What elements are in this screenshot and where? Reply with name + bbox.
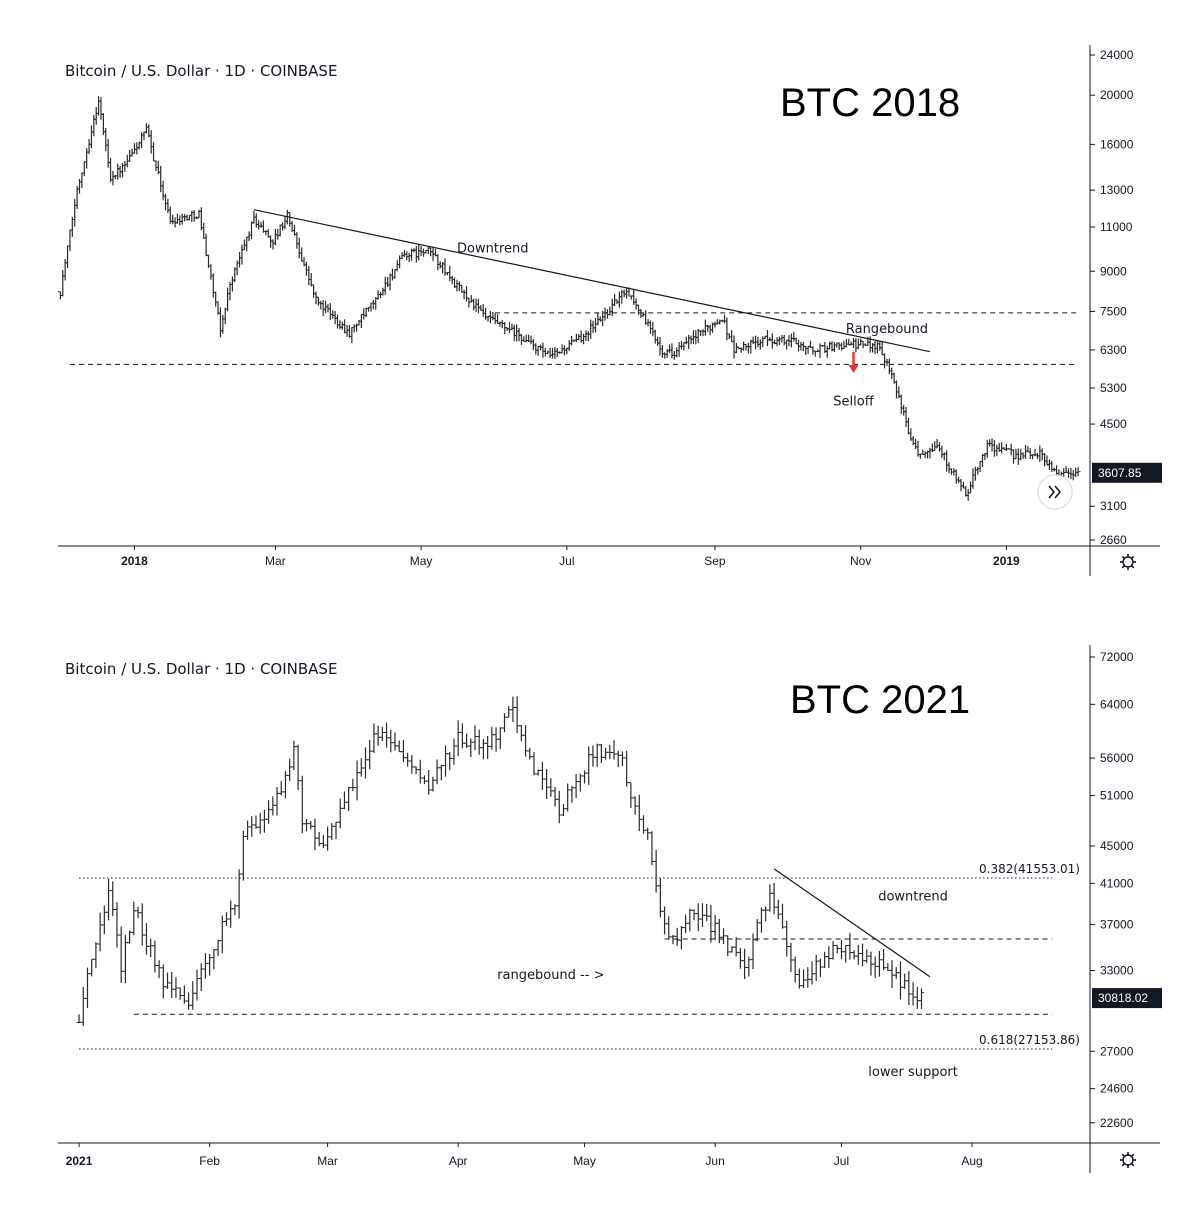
- y-tick-label: 2660: [1100, 533, 1127, 547]
- btc-2018-chart: 24000 20000 16000 13000 11000 9000 7500 6300 530…: [57, 45, 1162, 576]
- x-tick-label: Jul: [559, 554, 574, 568]
- annotation-label: Selloff: [833, 394, 874, 409]
- x-tick-label: Nov: [850, 554, 871, 568]
- y-tick-label: 37000: [1100, 918, 1134, 932]
- y-tick-label: 27000: [1100, 1044, 1134, 1058]
- gear-icon[interactable]: [1122, 1154, 1134, 1166]
- chart-header: Bitcoin / U.S. Dollar · 1D · COINBASE: [65, 660, 337, 678]
- y-tick-label: 5300: [1100, 381, 1127, 395]
- annotation-label: Rangebound: [846, 322, 928, 337]
- btc-2018-chart-panel: 24000 20000 16000 13000 11000 9000 7500 6300 530…: [0, 0, 1192, 600]
- y-tick-label: 3100: [1100, 499, 1127, 513]
- y-tick-label: 9000: [1100, 264, 1127, 278]
- x-tick-label: Mar: [317, 1154, 338, 1168]
- gear-icon-tooth: [1130, 1153, 1135, 1158]
- annotation-label: lower support: [868, 1065, 958, 1080]
- btc-2021-chart: 72000 64000 56000 51000 45000 41000 37000 33000…: [58, 645, 1162, 1173]
- y-tick-label: 56000: [1100, 751, 1134, 765]
- y-tick-label: 6300: [1100, 343, 1127, 357]
- gear-icon-tooth: [1121, 1153, 1126, 1158]
- y-tick-label: 64000: [1100, 697, 1134, 711]
- y-tick-label: 16000: [1100, 137, 1134, 151]
- x-tick-label: Aug: [961, 1154, 982, 1168]
- y-tick-label: 24600: [1100, 1082, 1134, 1096]
- x-tick-label: 2021: [66, 1154, 93, 1168]
- selloff-arrow-icon: [848, 364, 859, 373]
- last-price-box: [1092, 988, 1162, 1009]
- gear-icon-tooth: [1130, 555, 1135, 560]
- y-tick-label: 72000: [1100, 650, 1134, 664]
- x-tick-label: Sep: [704, 554, 726, 568]
- level-label-fib-0.382: 0.382(41553.01): [979, 862, 1080, 876]
- annotation-label: downtrend: [878, 889, 948, 904]
- y-tick-label: 41000: [1100, 876, 1134, 890]
- last-price-label: 3607.85: [1098, 466, 1142, 480]
- level-label-fib-0.618: 0.618(27153.86): [979, 1033, 1080, 1047]
- y-tick-label: 4500: [1100, 417, 1127, 431]
- annotation-label: rangebound -- >: [497, 968, 604, 983]
- gear-icon-tooth: [1121, 555, 1126, 560]
- trendline-downtrend: [773, 868, 931, 978]
- y-tick-label: 13000: [1100, 183, 1134, 197]
- x-tick-label: Feb: [199, 1154, 220, 1168]
- y-tick-label: 51000: [1100, 789, 1134, 803]
- y-tick-label: 33000: [1100, 964, 1134, 978]
- y-tick-label: 11000: [1100, 220, 1133, 234]
- x-tick-label: May: [410, 554, 433, 568]
- annotation-label: Downtrend: [457, 241, 528, 256]
- x-tick-label: Jul: [834, 1154, 849, 1168]
- last-price-box: [1092, 462, 1162, 483]
- gear-icon-tooth: [1130, 564, 1135, 569]
- y-tick-label: 24000: [1100, 48, 1134, 62]
- gear-icon[interactable]: [1122, 556, 1134, 568]
- y-tick-label: 7500: [1100, 304, 1127, 318]
- x-tick-label: May: [573, 1154, 596, 1168]
- y-tick-label: 22600: [1100, 1116, 1134, 1130]
- y-tick-label: 45000: [1100, 839, 1134, 853]
- last-price-label: 30818.02: [1098, 991, 1148, 1005]
- chart-header: Bitcoin / U.S. Dollar · 1D · COINBASE: [65, 62, 337, 80]
- x-tick-label: 2018: [121, 554, 148, 568]
- btc-2021-chart-panel: 72000 64000 56000 51000 45000 41000 37000 33000…: [0, 600, 1192, 1214]
- trendline-downtrend: [253, 209, 931, 353]
- chart-big-label: BTC 2021: [790, 678, 970, 722]
- gear-icon-tooth: [1121, 564, 1126, 569]
- x-tick-label: 2019: [993, 554, 1020, 568]
- x-tick-label: Mar: [265, 554, 286, 568]
- double-chevron-right-icon: [1048, 485, 1062, 499]
- chart-big-label: BTC 2018: [780, 81, 960, 125]
- y-tick-label: 20000: [1100, 88, 1134, 102]
- x-tick-label: Jun: [705, 1154, 724, 1168]
- x-tick-label: Apr: [449, 1154, 468, 1168]
- gear-icon-tooth: [1130, 1162, 1135, 1167]
- gear-icon-tooth: [1121, 1162, 1126, 1167]
